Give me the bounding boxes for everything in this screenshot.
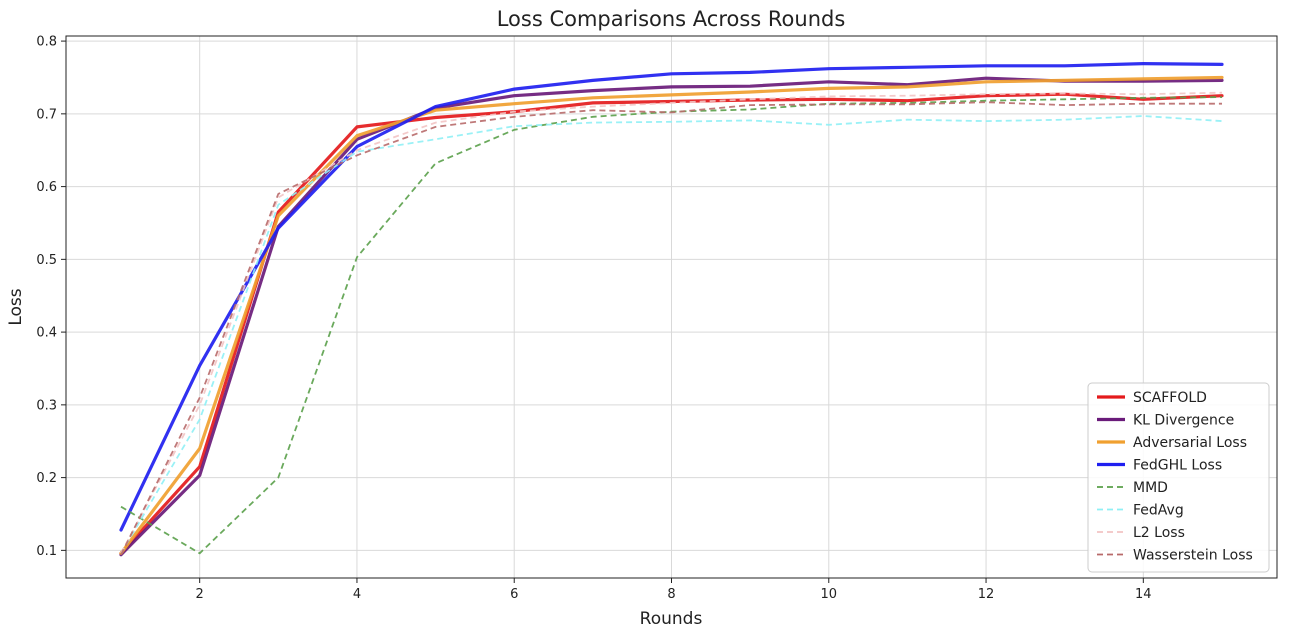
y-tick-label: 0.6 [36, 180, 57, 195]
y-tick-label: 0.1 [36, 544, 57, 559]
x-tick-label: 8 [667, 587, 675, 602]
x-axis-label: Rounds [640, 609, 703, 629]
legend-label: Wasserstein Loss [1133, 548, 1253, 564]
y-tick-label: 0.7 [36, 107, 57, 122]
series-lines [119, 61, 1224, 557]
x-tick-label: 4 [353, 587, 361, 602]
y-tick-label: 0.3 [36, 398, 57, 413]
legend-box [1087, 382, 1270, 573]
legend-label: Adversarial Loss [1133, 435, 1247, 451]
y-tick-label: 0.8 [36, 35, 57, 50]
y-tick-label: 0.2 [36, 471, 57, 486]
legend-label: MMD [1133, 480, 1168, 496]
legend: SCAFFOLD KL Divergence Adversarial Loss Fed… [1087, 382, 1270, 573]
legend-label: KL Divergence [1133, 413, 1234, 429]
legend-label: FedAvg [1133, 503, 1184, 519]
series-line-wasserstein-loss [120, 101, 1222, 556]
x-tick-label: 6 [510, 587, 518, 602]
legend-label: SCAFFOLD [1133, 390, 1207, 406]
y-axis-label: Loss [6, 288, 26, 325]
x-tick-label: 14 [1135, 587, 1152, 602]
x-tick-label: 10 [820, 587, 837, 602]
x-tick-label: 12 [978, 587, 995, 602]
legend-label: L2 Loss [1133, 525, 1185, 541]
legend-label: FedGHL Loss [1133, 458, 1222, 474]
chart-title: Loss Comparisons Across Rounds [497, 7, 846, 31]
series-line-adversarial-loss [119, 75, 1224, 555]
series-line-fedavg [120, 115, 1223, 554]
axis-ticks: 2 4 6 8 10 12 14 0.1 0.2 0.3 0.4 0.5 0.6 0.7 0.8 [36, 35, 1151, 602]
y-tick-label: 0.5 [36, 253, 57, 268]
series-line-fedghl-loss [119, 61, 1224, 532]
x-tick-label: 2 [196, 587, 204, 602]
y-tick-label: 0.4 [36, 326, 57, 341]
series-line-scaffold [119, 92, 1224, 555]
grid-lines [66, 36, 1277, 578]
